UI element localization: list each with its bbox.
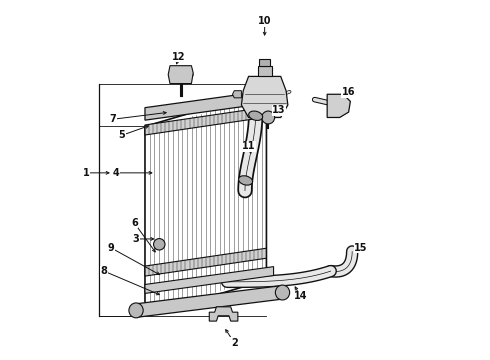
Text: 5: 5	[119, 130, 125, 140]
Text: 1: 1	[83, 168, 89, 178]
Text: 14: 14	[294, 291, 307, 301]
Text: 8: 8	[100, 266, 107, 276]
Polygon shape	[242, 76, 288, 117]
Text: 12: 12	[172, 52, 186, 62]
Polygon shape	[168, 66, 193, 84]
Polygon shape	[145, 107, 267, 135]
Ellipse shape	[275, 285, 290, 300]
Text: 11: 11	[242, 141, 255, 151]
Polygon shape	[138, 286, 281, 317]
Bar	[259, 59, 270, 66]
Circle shape	[262, 111, 275, 124]
Ellipse shape	[239, 176, 252, 185]
Ellipse shape	[248, 111, 263, 121]
Ellipse shape	[129, 303, 143, 318]
Text: 16: 16	[342, 87, 355, 98]
Polygon shape	[145, 91, 267, 316]
Circle shape	[186, 71, 193, 78]
Polygon shape	[145, 267, 273, 293]
Text: 6: 6	[131, 218, 138, 228]
Text: 4: 4	[113, 168, 120, 178]
Text: 13: 13	[272, 105, 286, 115]
Polygon shape	[232, 91, 242, 98]
Polygon shape	[145, 248, 267, 276]
Circle shape	[153, 239, 165, 250]
Polygon shape	[327, 94, 350, 117]
Text: 15: 15	[354, 243, 368, 253]
Text: 10: 10	[258, 16, 271, 26]
Bar	[258, 66, 272, 76]
Text: 2: 2	[231, 338, 238, 347]
Ellipse shape	[272, 89, 282, 103]
Text: 7: 7	[109, 114, 116, 124]
Text: 3: 3	[133, 234, 140, 244]
Polygon shape	[145, 90, 273, 120]
Polygon shape	[209, 307, 238, 321]
Text: 9: 9	[108, 243, 115, 253]
Circle shape	[169, 71, 176, 78]
